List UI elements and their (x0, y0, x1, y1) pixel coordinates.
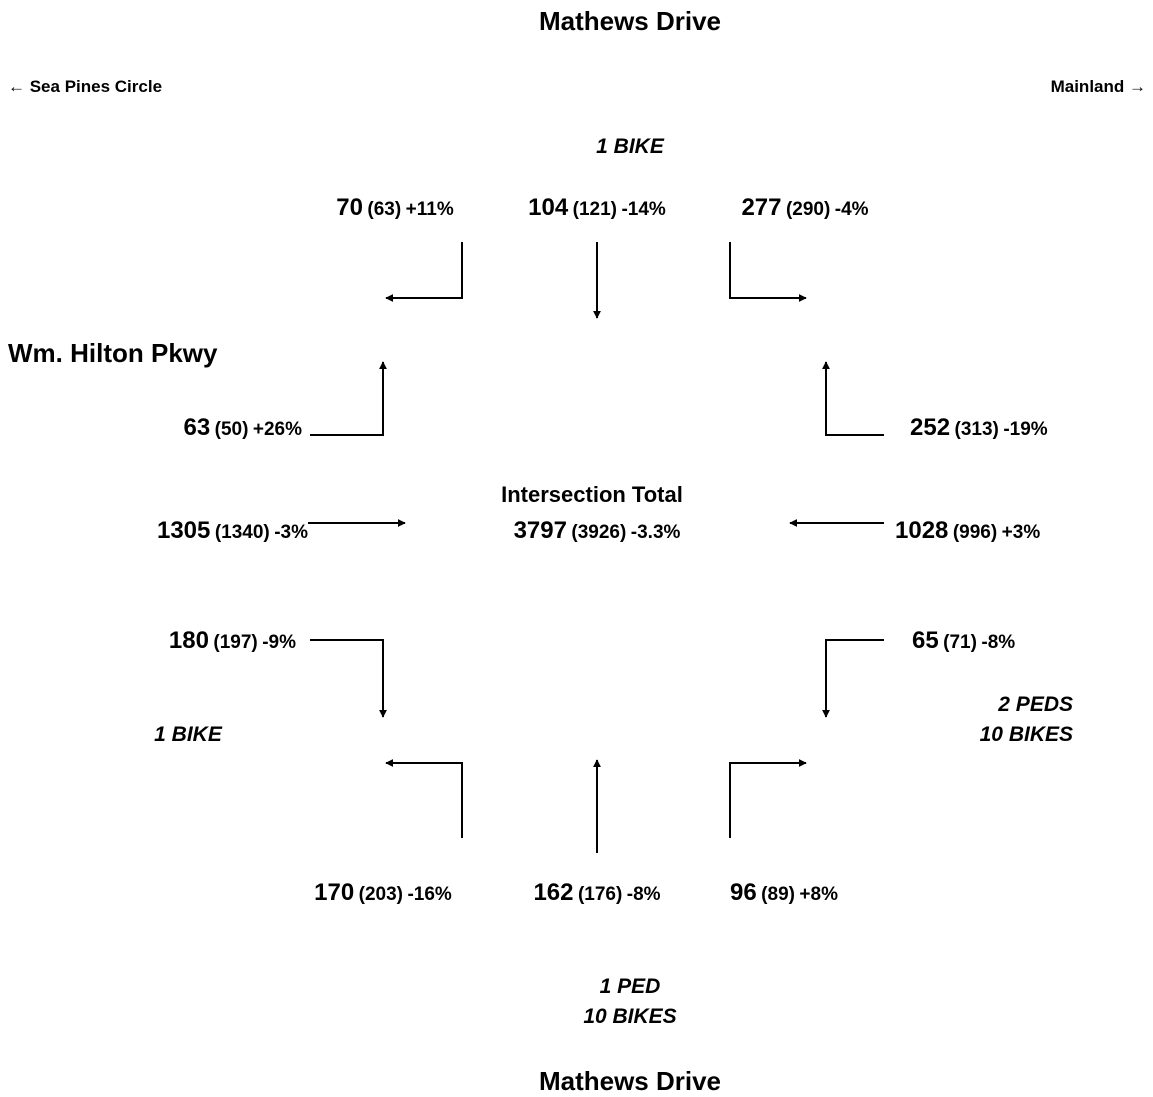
street-title: Mathews Drive (539, 6, 721, 36)
count: 70 (336, 194, 363, 221)
ped-bike-note: 10 BIKES (980, 723, 1073, 746)
volume-label: 162 (176) -8% (533, 879, 660, 906)
percent-change: -19% (1003, 419, 1047, 440)
volume-label: 104 (121) -14% (528, 194, 666, 221)
count: 63 (183, 414, 210, 441)
total-label: Intersection Total (501, 482, 683, 507)
ped-bike-note: 2 PEDS (997, 693, 1073, 716)
percent-change: +11% (406, 199, 454, 220)
volume-label: 277 (290) -4% (741, 194, 868, 221)
volume-label: 1028 (996) +3% (895, 517, 1040, 544)
percent-change: +26% (253, 419, 302, 440)
volume-label: 70 (63) +11% (336, 194, 454, 221)
volume-label: 1305 (1340) -3% (157, 517, 308, 544)
count: 277 (741, 194, 781, 221)
previous-count: (313) (955, 419, 999, 440)
previous-count: (50) (215, 419, 249, 440)
ped-bike-note: 10 BIKES (583, 1005, 676, 1028)
volume-label: 170 (203) -16% (314, 879, 452, 906)
percent-change: -8% (981, 632, 1015, 653)
percent-change: +8% (799, 884, 838, 905)
count: 104 (528, 194, 569, 221)
volume-label: 3797 (3926) -3.3% (514, 517, 681, 544)
volume-label: 252 (313) -19% (910, 414, 1048, 441)
previous-count: (203) (359, 884, 403, 905)
volume-label: 63 (50) +26% (183, 414, 302, 441)
previous-count: (197) (213, 632, 257, 653)
previous-count: (996) (953, 522, 997, 543)
previous-count: (71) (943, 632, 977, 653)
ped-bike-note: 1 BIKE (596, 135, 665, 158)
count: 170 (314, 879, 354, 906)
percent-change: -9% (262, 632, 296, 653)
previous-count: (63) (367, 199, 401, 220)
count: 3797 (514, 517, 567, 544)
ped-bike-note: 1 BIKE (154, 723, 223, 746)
percent-change: -16% (407, 884, 451, 905)
previous-count: (1340) (215, 522, 270, 543)
previous-count: (3926) (571, 522, 626, 543)
count: 1305 (157, 517, 210, 544)
count: 252 (910, 414, 950, 441)
percent-change: +3% (1002, 522, 1041, 543)
count: 1028 (895, 517, 948, 544)
previous-count: (89) (761, 884, 795, 905)
ped-bike-note: 1 PED (600, 975, 661, 998)
street-title: Wm. Hilton Pkwy (8, 338, 218, 368)
volume-label: 65 (71) -8% (912, 627, 1015, 654)
count: 96 (730, 879, 757, 906)
count: 65 (912, 627, 939, 654)
previous-count: (290) (786, 199, 830, 220)
count: 180 (169, 627, 209, 654)
previous-count: (121) (573, 199, 617, 220)
percent-change: -4% (835, 199, 869, 220)
previous-count: (176) (578, 884, 622, 905)
street-title: Mathews Drive (539, 1066, 721, 1096)
volume-label: 180 (197) -9% (169, 627, 296, 654)
volume-label: 96 (89) +8% (730, 879, 838, 906)
count: 162 (533, 879, 573, 906)
direction-label: Mainland → (1051, 77, 1146, 96)
percent-change: -8% (627, 884, 661, 905)
percent-change: -14% (621, 199, 665, 220)
arrows (308, 242, 884, 853)
percent-change: -3.3% (631, 522, 681, 543)
percent-change: -3% (274, 522, 308, 543)
direction-label: ← Sea Pines Circle (8, 77, 162, 96)
